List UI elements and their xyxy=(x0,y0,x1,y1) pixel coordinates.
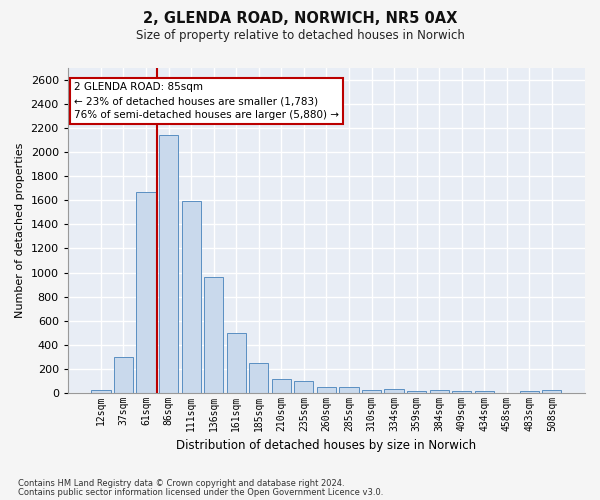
Bar xyxy=(542,390,562,393)
Bar xyxy=(520,390,539,393)
Bar xyxy=(182,202,201,393)
Bar xyxy=(249,363,268,393)
Bar xyxy=(91,390,110,393)
Bar xyxy=(227,333,246,393)
Bar xyxy=(136,192,155,393)
Bar xyxy=(204,278,223,393)
Bar xyxy=(407,390,426,393)
Bar xyxy=(317,387,336,393)
Bar xyxy=(294,381,313,393)
Bar xyxy=(475,390,494,393)
Text: Contains HM Land Registry data © Crown copyright and database right 2024.: Contains HM Land Registry data © Crown c… xyxy=(18,479,344,488)
X-axis label: Distribution of detached houses by size in Norwich: Distribution of detached houses by size … xyxy=(176,440,476,452)
Bar xyxy=(340,387,359,393)
Y-axis label: Number of detached properties: Number of detached properties xyxy=(15,142,25,318)
Bar xyxy=(497,392,517,393)
Text: 2 GLENDA ROAD: 85sqm
← 23% of detached houses are smaller (1,783)
76% of semi-de: 2 GLENDA ROAD: 85sqm ← 23% of detached h… xyxy=(74,82,339,120)
Bar xyxy=(114,357,133,393)
Bar xyxy=(272,378,291,393)
Bar xyxy=(430,390,449,393)
Text: Size of property relative to detached houses in Norwich: Size of property relative to detached ho… xyxy=(136,29,464,42)
Text: Contains public sector information licensed under the Open Government Licence v3: Contains public sector information licen… xyxy=(18,488,383,497)
Bar xyxy=(159,135,178,393)
Bar xyxy=(452,390,471,393)
Text: 2, GLENDA ROAD, NORWICH, NR5 0AX: 2, GLENDA ROAD, NORWICH, NR5 0AX xyxy=(143,11,457,26)
Bar xyxy=(362,390,381,393)
Bar xyxy=(385,389,404,393)
